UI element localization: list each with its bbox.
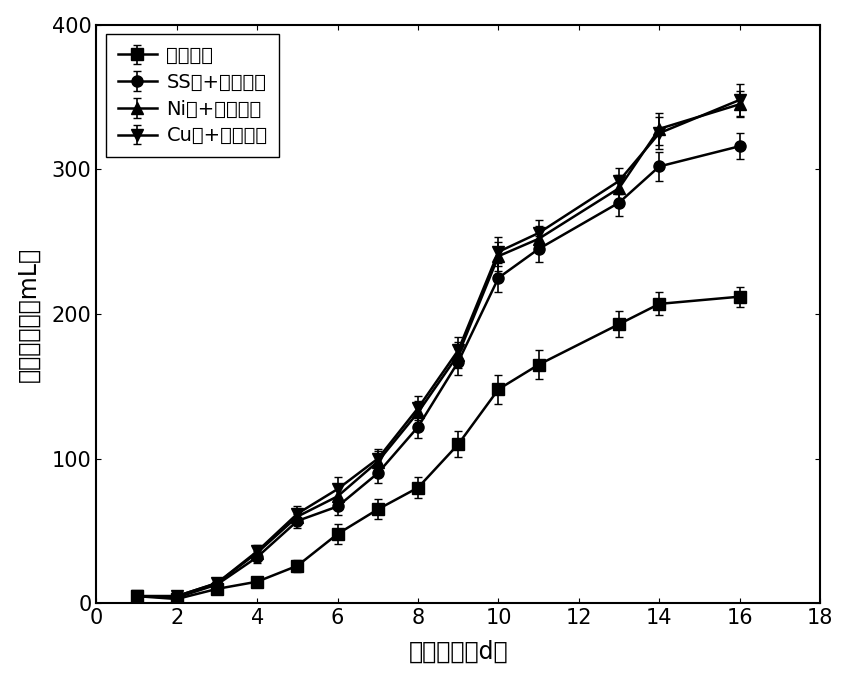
Y-axis label: 日产甲烷量（mL）: 日产甲烷量（mL） [17, 246, 41, 381]
X-axis label: 运行时间（d）: 运行时间（d） [409, 639, 508, 663]
Legend: 碱预处理, SS网+碱预处理, Ni网+碱预处理, Cu网+碱预处理: 碱预处理, SS网+碱预处理, Ni网+碱预处理, Cu网+碱预处理 [106, 35, 279, 157]
